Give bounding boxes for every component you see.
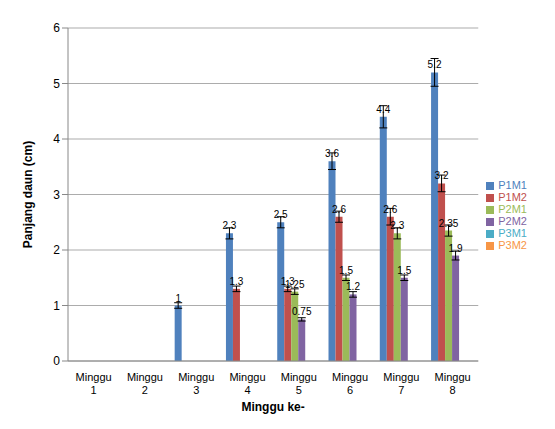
svg-text:3.2: 3.2 xyxy=(435,170,449,181)
svg-text:1.25: 1.25 xyxy=(285,279,305,290)
html-text:P1M2: P1M2 xyxy=(498,190,527,203)
svg-text:2.35: 2.35 xyxy=(439,218,459,229)
svg-text:2.6: 2.6 xyxy=(383,204,397,215)
svg-text:1: 1 xyxy=(175,293,181,304)
svg-text:4: 4 xyxy=(53,132,60,146)
svg-text:5: 5 xyxy=(53,77,60,91)
svg-text:2: 2 xyxy=(53,243,60,257)
svg-text:2.6: 2.6 xyxy=(332,204,346,215)
svg-text:1.2: 1.2 xyxy=(346,281,360,292)
svg-text:2.3: 2.3 xyxy=(390,220,404,231)
svg-text:3.6: 3.6 xyxy=(325,148,339,159)
svg-text:0.75: 0.75 xyxy=(292,306,312,317)
svg-text:6: 6 xyxy=(53,21,60,35)
svg-text:Minggu8: Minggu8 xyxy=(435,371,471,396)
svg-text:4.4: 4.4 xyxy=(376,104,390,115)
svg-text:Minggu2: Minggu2 xyxy=(127,371,163,396)
html-text:P3M1: P3M1 xyxy=(498,226,527,239)
svg-text:Minggu5: Minggu5 xyxy=(281,371,317,396)
svg-text:Minggu1: Minggu1 xyxy=(76,371,112,396)
svg-text:5.2: 5.2 xyxy=(428,59,442,70)
svg-text:1.5: 1.5 xyxy=(397,265,411,276)
svg-text:1.9: 1.9 xyxy=(449,243,463,254)
html-text:P1M1: P1M1 xyxy=(498,178,527,191)
svg-text:2.3: 2.3 xyxy=(222,220,236,231)
svg-text:1: 1 xyxy=(53,299,60,313)
svg-text:1.3: 1.3 xyxy=(229,276,243,287)
svg-text:0: 0 xyxy=(53,354,60,368)
svg-text:3: 3 xyxy=(53,188,60,202)
svg-text:2.5: 2.5 xyxy=(274,209,288,220)
svg-text:Minggu6: Minggu6 xyxy=(332,371,368,396)
svg-text:Panjang daun (cm): Panjang daun (cm) xyxy=(21,141,35,248)
html-text:P2M1: P2M1 xyxy=(498,202,527,215)
svg-text:Minggu4: Minggu4 xyxy=(229,371,265,396)
html-text:P3M2: P3M2 xyxy=(498,238,527,251)
svg-text:Minggu3: Minggu3 xyxy=(178,371,214,396)
svg-text:Minggu ke-: Minggu ke- xyxy=(241,400,304,414)
html-text:P2M2: P2M2 xyxy=(498,214,527,227)
svg-text:Minggu7: Minggu7 xyxy=(383,371,419,396)
svg-text:1.5: 1.5 xyxy=(339,265,353,276)
